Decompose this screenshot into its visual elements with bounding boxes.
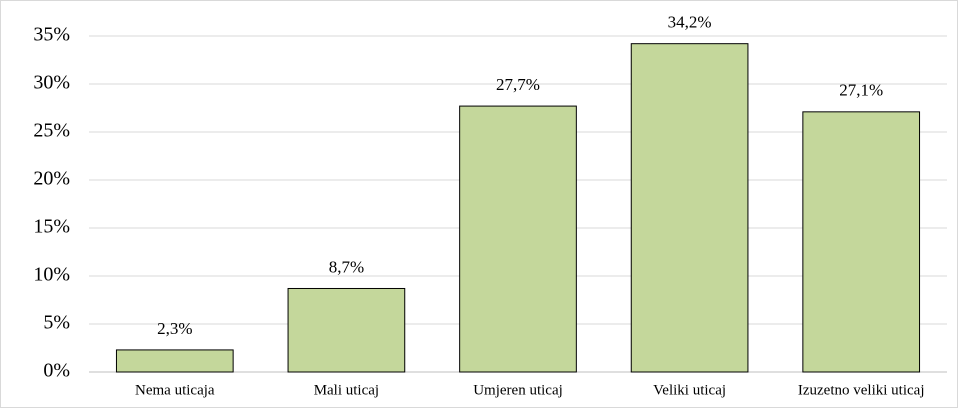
data-label: 27,1% (839, 81, 883, 100)
bar (459, 105, 577, 373)
data-label: 8,7% (329, 257, 364, 276)
x-tick-label: Mali uticaj (314, 382, 379, 398)
data-label: 27,7% (496, 75, 540, 94)
bar (287, 287, 406, 373)
y-tick-label: 0% (43, 360, 70, 382)
y-tick-label: 15% (33, 216, 70, 238)
y-tick-label: 5% (43, 312, 70, 334)
x-tick-label: Izuzetno veliki uticaj (798, 382, 925, 398)
y-tick-label: 20% (33, 168, 70, 190)
y-tick-label: 25% (33, 120, 70, 142)
bar (115, 349, 234, 373)
x-tick-label: Veliki uticaj (653, 382, 726, 398)
data-label: 2,3% (157, 319, 192, 338)
bar (802, 111, 921, 373)
y-tick-label: 35% (33, 24, 70, 46)
y-tick-label: 10% (33, 264, 70, 286)
y-tick-label: 30% (33, 72, 70, 94)
x-tick-label: Umjeren uticaj (473, 382, 563, 398)
data-label: 34,2% (668, 13, 712, 32)
x-tick-label: Nema uticaja (135, 382, 215, 398)
bar (630, 43, 749, 373)
